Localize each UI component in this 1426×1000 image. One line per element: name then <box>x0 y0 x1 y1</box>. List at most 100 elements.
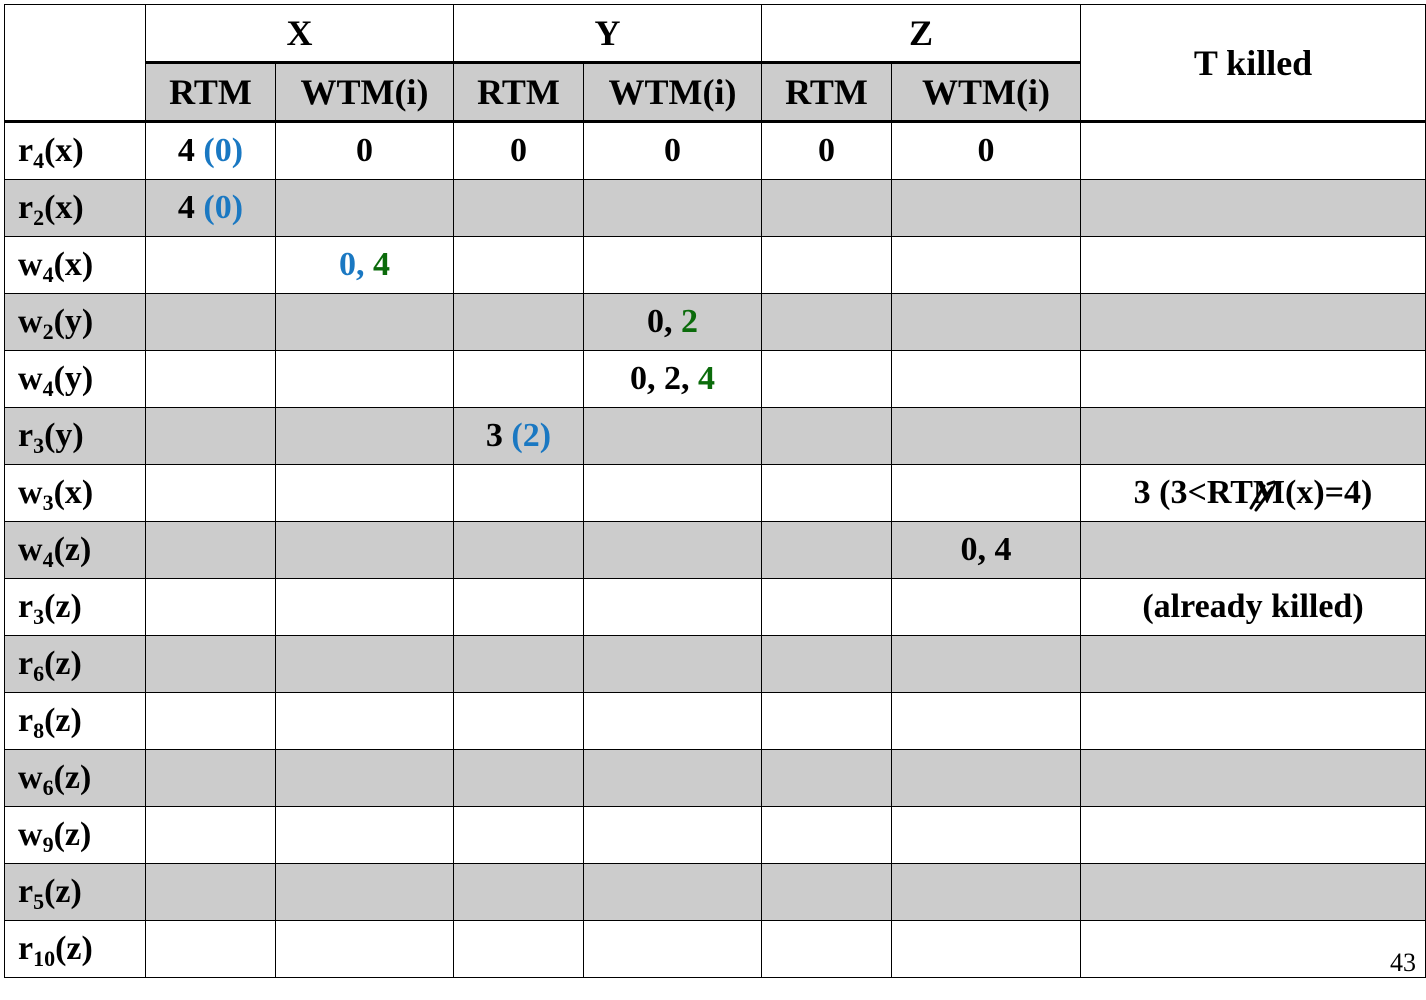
y-wtm-cell <box>583 806 762 864</box>
op-letter: w <box>18 303 43 340</box>
z-rtm-cell <box>761 521 892 579</box>
x-rtm-cell: 4 (0) <box>145 179 276 237</box>
op-object: (x) <box>53 246 94 283</box>
y-wtm-cell <box>583 179 762 237</box>
x-wtm-cell <box>275 578 454 636</box>
op-transaction: 3 <box>33 433 45 458</box>
killed-cell <box>1080 179 1426 237</box>
table-row: r4(x) 4 (0) 0 0 0 0 0 <box>4 120 1426 180</box>
killed-cell: 3 (3<RTM(x)=4) <box>1080 464 1426 522</box>
operation-cell: r2(x) <box>4 179 146 237</box>
y-rtm-cell <box>453 578 584 636</box>
y-rtm-cell: 3 (2) <box>453 407 584 465</box>
x-wtm-cell <box>275 293 454 351</box>
table-row: w2(y) 0, 2 <box>4 293 1426 351</box>
killed-cell <box>1080 293 1426 351</box>
group-header-z: Z <box>760 4 1082 63</box>
operation-cell: r5(z) <box>4 863 146 921</box>
table-row: r2(x) 4 (0) <box>4 179 1426 237</box>
table-row: r6(z) <box>4 635 1426 693</box>
col-header-y-wtm: WTM(i) <box>583 62 762 122</box>
op-letter: r <box>18 645 34 682</box>
op-object: (x) <box>44 132 84 169</box>
z-wtm-cell <box>890 179 1082 237</box>
wtm-new-value: 4 <box>698 360 715 397</box>
table-row: r10(z) <box>4 920 1426 978</box>
op-transaction: 6 <box>42 775 54 800</box>
killed-cell <box>1080 407 1426 465</box>
y-wtm-cell <box>583 749 762 807</box>
z-rtm-cell <box>761 806 892 864</box>
table-row: w4(y) 0, 2, 4 <box>4 350 1426 408</box>
operation-cell: r3(y) <box>4 407 146 465</box>
killed-cell <box>1080 749 1426 807</box>
op-object: (z) <box>55 930 93 967</box>
killed-reason-prefix: 3 (3< <box>1133 474 1207 511</box>
y-wtm-cell <box>583 692 762 750</box>
y-rtm-cell <box>453 464 584 522</box>
col-header-x-wtm: WTM(i) <box>275 62 454 122</box>
op-transaction: 8 <box>33 718 45 743</box>
x-rtm-cell <box>145 863 276 921</box>
z-wtm-cell <box>890 749 1082 807</box>
table-row: w3(x) 3 (3<RTM(x)=4) <box>4 464 1426 522</box>
z-rtm-cell <box>761 863 892 921</box>
rtm-previous: (0) <box>203 189 244 226</box>
y-wtm-cell <box>583 464 762 522</box>
killed-cell <box>1080 236 1426 294</box>
op-transaction: 6 <box>33 661 45 686</box>
op-object: (x) <box>53 474 94 511</box>
y-rtm-cell <box>453 236 584 294</box>
operation-cell: w6(z) <box>4 749 146 807</box>
z-wtm-cell <box>890 692 1082 750</box>
z-rtm-cell <box>761 920 892 978</box>
x-wtm-cell <box>275 521 454 579</box>
op-transaction: 5 <box>33 889 45 914</box>
x-wtm-cell: 0 <box>275 120 454 180</box>
op-letter: w <box>18 759 43 796</box>
x-wtm-cell <box>275 863 454 921</box>
x-rtm-cell: 4 (0) <box>145 120 276 180</box>
z-rtm-cell <box>761 692 892 750</box>
x-rtm-cell <box>145 578 276 636</box>
op-letter: w <box>18 816 43 853</box>
op-letter: r <box>18 132 34 169</box>
rtm-previous: (0) <box>203 132 244 169</box>
wtm-old-value: 0, <box>339 246 365 283</box>
x-wtm-cell <box>275 920 454 978</box>
x-wtm-cell <box>275 464 454 522</box>
y-wtm-cell <box>583 920 762 978</box>
z-rtm-cell <box>761 350 892 408</box>
table-row: r5(z) <box>4 863 1426 921</box>
killed-cell <box>1080 920 1426 978</box>
z-wtm-cell <box>890 635 1082 693</box>
y-rtm-cell <box>453 521 584 579</box>
operation-cell: w4(x) <box>4 236 146 294</box>
op-object: (z) <box>53 531 92 568</box>
op-transaction: 10 <box>33 946 56 971</box>
operation-cell: r6(z) <box>4 635 146 693</box>
op-letter: w <box>18 360 43 397</box>
header-row-columns: RTM WTM(i) RTM WTM(i) RTM WTM(i) <box>4 62 1426 122</box>
z-rtm-cell <box>761 236 892 294</box>
y-rtm-cell <box>453 293 584 351</box>
z-rtm-cell <box>761 464 892 522</box>
op-transaction: 2 <box>42 319 54 344</box>
x-rtm-cell <box>145 749 276 807</box>
z-wtm-cell <box>890 464 1082 522</box>
operation-cell: w4(z) <box>4 521 146 579</box>
wtm-old-value: 0, <box>647 303 681 340</box>
op-object: (y) <box>53 360 94 397</box>
x-rtm-cell <box>145 920 276 978</box>
table-row: r8(z) <box>4 692 1426 750</box>
x-rtm-cell <box>145 350 276 408</box>
table-row: w4(z) 0, 4 <box>4 521 1426 579</box>
z-rtm-cell <box>761 407 892 465</box>
wtm-new-value: 2 <box>681 303 698 340</box>
rtm-value: 3 <box>485 417 512 454</box>
op-transaction: 4 <box>42 262 54 287</box>
z-wtm-cell <box>890 350 1082 408</box>
killed-cell <box>1080 350 1426 408</box>
y-rtm-cell <box>453 692 584 750</box>
